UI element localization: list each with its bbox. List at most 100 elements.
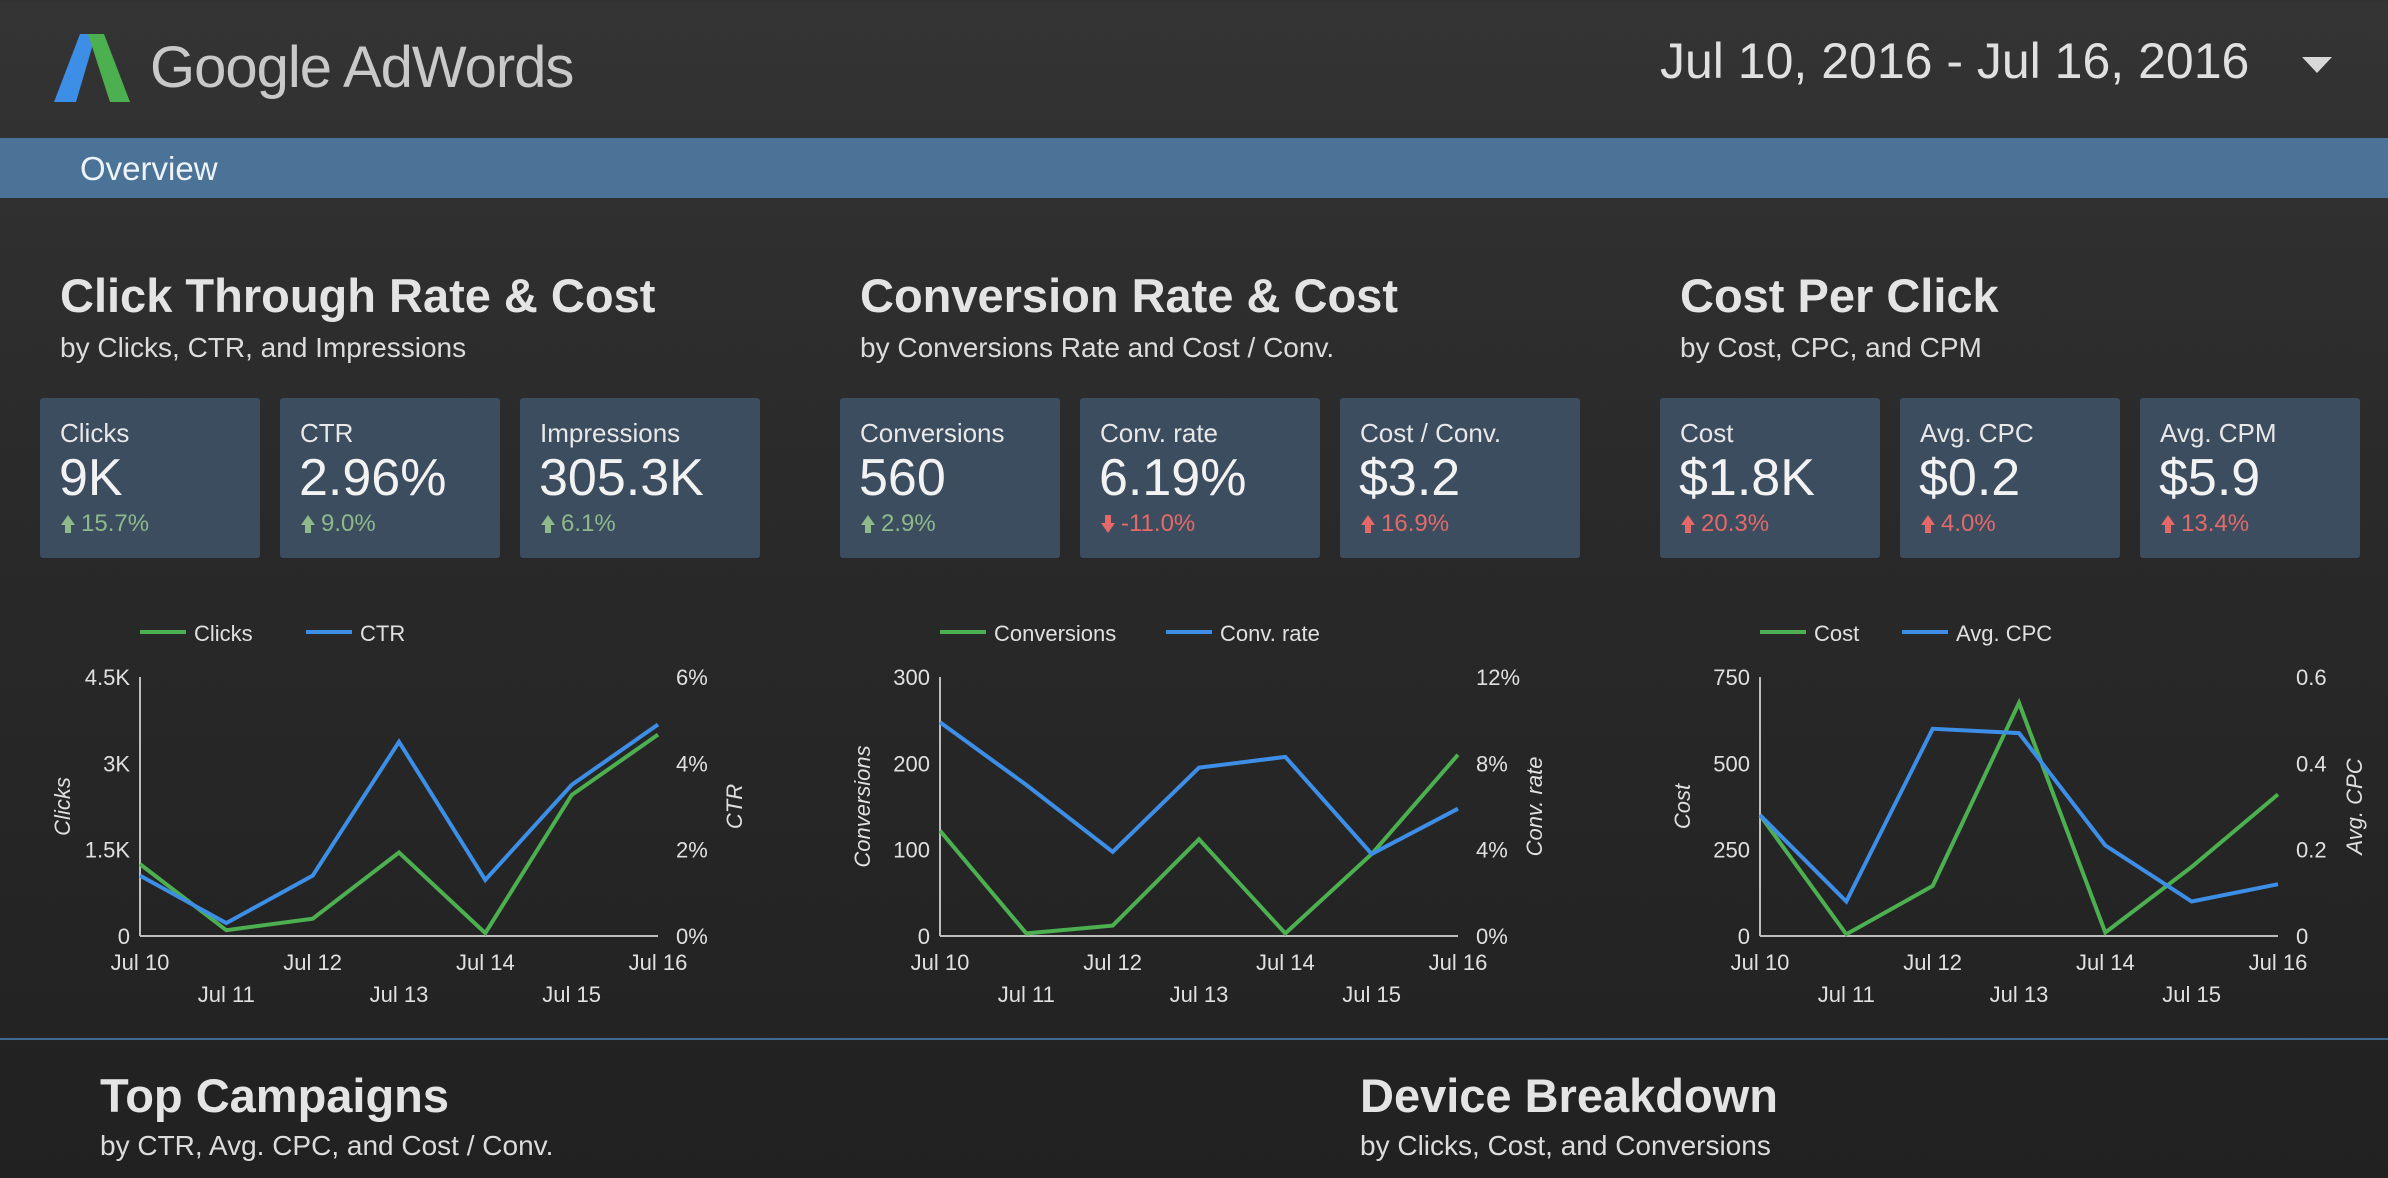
scorecard-conversions[interactable]: Conversions 560 2.9% (840, 398, 1060, 558)
scorecard-ctr[interactable]: CTR 2.96% 9.0% (280, 398, 500, 558)
scorecard-change: 15.7% (61, 510, 149, 538)
data-point[interactable] (2273, 789, 2283, 799)
data-point[interactable] (567, 780, 577, 790)
x-tick-label: Jul 14 (1256, 950, 1315, 975)
arrow-up-icon (1361, 515, 1375, 533)
data-point[interactable] (653, 719, 663, 729)
x-tick-label: Jul 13 (1170, 982, 1229, 1007)
x-tick-label: Jul 14 (2076, 950, 2135, 975)
scorecard-value: 6.19% (1099, 449, 1247, 507)
series-line-avg-cpc[interactable] (1758, 726, 2279, 905)
y-right-tick-label: 0.4 (2296, 751, 2327, 776)
arrow-up-icon (301, 515, 315, 533)
scorecard-value: 560 (859, 449, 946, 507)
scorecard-cost[interactable]: Cost $1.8K 20.3% (1660, 398, 1880, 558)
scorecard-conv-rate[interactable]: Conv. rate 6.19% -11.0% (1080, 398, 1320, 558)
x-tick-label: Jul 15 (1342, 982, 1401, 1007)
arrow-up-icon (2161, 515, 2175, 533)
data-point[interactable] (1453, 804, 1463, 814)
data-point[interactable] (2100, 928, 2110, 938)
y-right-axis-title: Conv. rate (1522, 757, 1547, 857)
data-point[interactable] (1755, 810, 1765, 820)
chart-conversions-rate: Conversions Conv. rate 0 100 200 300 0% 4% 8% 12%… (840, 606, 1580, 1031)
x-tick-label: Jul 11 (1818, 982, 1875, 1007)
data-point[interactable] (1928, 724, 1938, 734)
data-point[interactable] (394, 737, 404, 747)
scorecard-label: Conversions (860, 418, 1005, 448)
chevron-down-icon[interactable] (2300, 52, 2334, 78)
x-tick-label: Jul 10 (111, 950, 170, 975)
data-point[interactable] (308, 914, 318, 924)
y-right-tick-label: 12% (1476, 665, 1520, 690)
legend-label: Conversions (994, 621, 1116, 646)
data-point[interactable] (1194, 834, 1204, 844)
y-right-tick-label: 0% (1476, 924, 1508, 949)
scorecard-cost-conv[interactable]: Cost / Conv. $3.2 16.9% (1340, 398, 1580, 558)
scorecard-label: Clicks (60, 418, 130, 448)
section-title-ctr: Click Through Rate & Cost (60, 269, 656, 322)
scorecard-value: $5.9 (2159, 449, 2261, 507)
scorecard-impressions[interactable]: Impressions 305.3K 6.1% (520, 398, 760, 558)
data-point[interactable] (135, 859, 145, 869)
data-point[interactable] (1021, 928, 1031, 938)
y-right-tick-label: 0% (676, 924, 708, 949)
y-axis-title: Cost (1670, 783, 1695, 829)
data-point[interactable] (2014, 698, 2024, 708)
data-point[interactable] (1021, 780, 1031, 790)
x-tick-label: Jul 15 (2162, 982, 2221, 1007)
data-point[interactable] (2100, 840, 2110, 850)
data-point[interactable] (935, 826, 945, 836)
data-point[interactable] (1841, 896, 1851, 906)
arrow-up-icon (541, 515, 555, 533)
data-point[interactable] (2187, 896, 2197, 906)
section-divider (0, 1038, 2388, 1040)
data-point[interactable] (308, 871, 318, 881)
data-point[interactable] (1280, 928, 1290, 938)
arrow-down-icon (1101, 515, 1115, 533)
series-line-conv-rate[interactable] (938, 720, 1459, 857)
date-range-selector[interactable]: Jul 10, 2016 - Jul 16, 2016 (1660, 33, 2250, 89)
y-right-axis-title: Avg. CPC (2342, 758, 2367, 856)
scorecard-avg-cpm[interactable]: Avg. CPM $5.9 13.4% (2140, 398, 2360, 558)
data-point[interactable] (2273, 879, 2283, 889)
scorecard-change-value: 2.9% (881, 510, 936, 537)
legend-label: Avg. CPC (1956, 621, 2052, 646)
y-tick-label: 0 (1738, 924, 1750, 949)
data-point[interactable] (1108, 847, 1118, 857)
series-line-cost[interactable] (1758, 697, 2280, 937)
scorecard-change-value: 15.7% (81, 510, 150, 537)
data-point[interactable] (653, 730, 663, 740)
data-point[interactable] (480, 928, 490, 938)
brand-name: Google AdWords (150, 34, 574, 101)
data-point[interactable] (2187, 862, 2197, 872)
scorecard-value: 9K (59, 449, 123, 507)
scorecard-avg-cpc[interactable]: Avg. CPC $0.2 4.0% (1900, 398, 2120, 558)
data-point[interactable] (1841, 929, 1851, 939)
tab-overview[interactable]: Overview (80, 150, 218, 187)
chart-svg: Cost Avg. CPC 0 250 500 750 0 0.2 0.4 0.6 Cost Avg.… (1670, 621, 2367, 1007)
data-point[interactable] (2014, 728, 2024, 738)
data-point[interactable] (1108, 921, 1118, 931)
data-point[interactable] (1194, 763, 1204, 773)
scorecard-value: 2.96% (299, 449, 447, 507)
y-right-tick-label: 4% (676, 751, 708, 776)
section-subtitle-cpc: by Cost, CPC, and CPM (1680, 332, 1982, 363)
scorecard-change-value: 13.4% (2181, 510, 2250, 537)
data-point[interactable] (1453, 750, 1463, 760)
y-axis-title: Conversions (850, 745, 875, 867)
y-tick-label: 0 (118, 924, 130, 949)
data-point[interactable] (221, 918, 231, 928)
data-point[interactable] (480, 875, 490, 885)
series-line-ctr[interactable] (139, 722, 660, 926)
data-point[interactable] (935, 717, 945, 727)
section-subtitle-ctr: by Clicks, CTR, and Impressions (60, 332, 467, 363)
scorecard-clicks[interactable]: Clicks 9K 15.7% (40, 398, 260, 558)
y-tick-label: 500 (1713, 751, 1750, 776)
data-point[interactable] (1928, 881, 1938, 891)
series-line-clicks[interactable] (138, 732, 660, 937)
legend-label: Cost (1814, 621, 1859, 646)
data-point[interactable] (1280, 752, 1290, 762)
data-point[interactable] (135, 871, 145, 881)
data-point[interactable] (1367, 849, 1377, 859)
data-point[interactable] (394, 848, 404, 858)
